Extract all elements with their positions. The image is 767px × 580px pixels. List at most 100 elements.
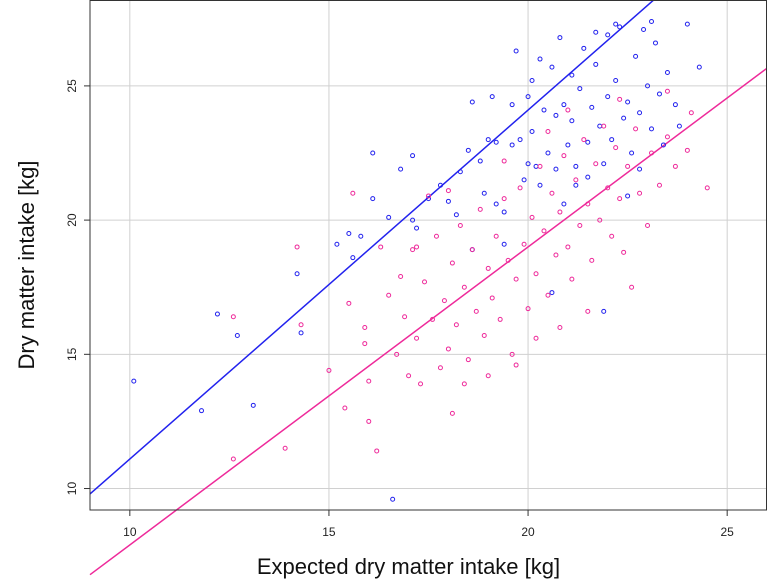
data-point: [633, 126, 639, 132]
data-point: [521, 241, 527, 247]
data-point: [426, 196, 431, 202]
data-point: [485, 265, 491, 271]
data-point: [485, 137, 491, 143]
data-point: [199, 408, 205, 414]
data-point: [350, 190, 356, 196]
data-point: [410, 217, 416, 223]
data-point: [557, 324, 563, 330]
data-point: [593, 29, 599, 35]
data-point: [366, 378, 372, 384]
data-point: [449, 260, 455, 266]
data-point: [569, 276, 575, 282]
data-point: [557, 35, 563, 41]
data-point: [433, 233, 439, 239]
data-point: [609, 137, 615, 143]
data-point: [418, 381, 424, 387]
data-point: [569, 72, 575, 78]
data-point: [390, 496, 396, 502]
data-point: [501, 241, 507, 247]
data-point: [676, 123, 682, 129]
data-point: [549, 64, 555, 70]
data-point: [637, 190, 643, 196]
data-point: [214, 311, 220, 317]
data-point: [402, 314, 408, 320]
data-point: [529, 129, 535, 135]
data-point: [398, 273, 404, 279]
data-point: [617, 196, 623, 202]
data-point: [569, 118, 575, 124]
data-point: [493, 201, 499, 207]
data-point: [537, 56, 543, 62]
plot-frame: [89, 0, 767, 511]
data-point: [541, 107, 547, 113]
data-point: [489, 295, 495, 301]
data-point: [537, 163, 543, 169]
data-point: [613, 145, 619, 151]
data-point: [573, 182, 579, 188]
y-axis-title: Dry matter intake [kg]: [14, 160, 39, 369]
data-point: [386, 214, 392, 220]
data-point: [469, 247, 475, 253]
data-point: [664, 69, 670, 75]
data-point: [509, 142, 515, 148]
data-point: [660, 142, 666, 148]
data-point: [688, 110, 694, 116]
data-point: [489, 94, 495, 100]
data-point: [453, 212, 459, 218]
data-point: [298, 330, 304, 336]
data-point: [601, 123, 607, 129]
data-point: [230, 456, 236, 462]
data-point: [509, 102, 515, 108]
data-point: [613, 78, 619, 84]
data-point: [449, 410, 455, 416]
x-axis-ticks: 10 15 20 25: [123, 510, 734, 539]
data-point: [457, 169, 463, 175]
data-point: [473, 308, 479, 314]
data-point: [529, 78, 535, 84]
data-point: [621, 115, 627, 121]
data-point: [541, 228, 547, 234]
data-point: [517, 137, 523, 143]
data-point: [374, 448, 380, 454]
data-point: [589, 104, 595, 110]
data-point: [346, 300, 352, 306]
data-point: [509, 351, 515, 357]
data-point: [493, 139, 499, 145]
data-point: [362, 324, 368, 330]
data-point: [617, 24, 623, 30]
data-point: [414, 225, 420, 231]
fit-line-pink: [89, 67, 767, 576]
data-point: [565, 244, 571, 250]
data-point: [410, 247, 416, 253]
fit-lines: [89, 0, 767, 576]
data-point: [370, 150, 376, 156]
data-point: [684, 21, 690, 27]
y-tick-label: 15: [65, 347, 79, 361]
data-point: [684, 147, 690, 153]
data-point: [294, 271, 300, 277]
data-point: [422, 279, 428, 285]
data-point: [465, 357, 471, 363]
data-point: [581, 137, 587, 143]
data-point: [605, 94, 611, 100]
data-point: [414, 244, 420, 250]
data-point: [477, 206, 483, 212]
x-tick-label: 10: [123, 525, 137, 539]
data-point: [326, 367, 332, 373]
data-point: [513, 276, 519, 282]
data-point: [553, 252, 559, 258]
data-point: [505, 257, 511, 263]
y-tick-label: 10: [65, 482, 79, 496]
data-point: [593, 61, 599, 67]
data-point: [601, 308, 607, 314]
data-point: [545, 129, 551, 135]
data-point: [346, 231, 352, 237]
data-point: [696, 64, 702, 70]
y-axis-ticks: 10 15 20 25: [65, 79, 90, 495]
data-point: [649, 126, 655, 132]
data-point: [557, 209, 563, 215]
data-point: [525, 306, 531, 312]
data-point: [461, 284, 467, 290]
data-point: [513, 362, 519, 368]
